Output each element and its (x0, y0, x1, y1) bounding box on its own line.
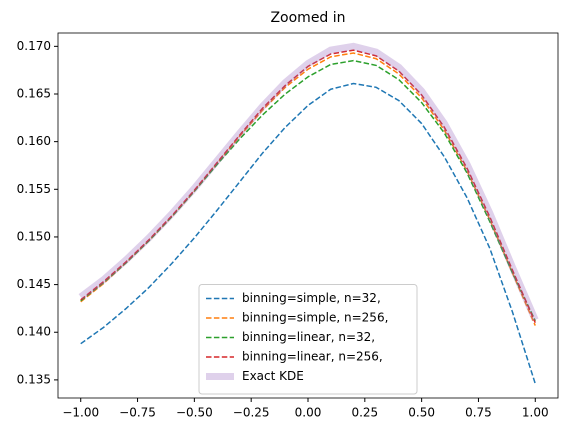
x-tick-label: −0.75 (119, 406, 156, 420)
x-tick-label: 0.50 (408, 406, 435, 420)
axes-frame (57, 32, 559, 399)
x-tick-label: −1.00 (62, 406, 99, 420)
legend-label: Exact KDE (242, 369, 304, 383)
x-tick-label: 0.25 (351, 406, 378, 420)
legend-label: binning=simple, n=32, (242, 291, 381, 305)
y-tick-label: 0.160 (17, 134, 51, 148)
series-line (80, 59, 536, 322)
series-line (80, 49, 536, 324)
legend-label: binning=simple, n=256, (242, 311, 388, 325)
x-tick-label: 0.75 (465, 406, 492, 420)
x-tick-label: 1.00 (522, 406, 549, 420)
chart-title: Zoomed in (270, 10, 345, 26)
series-line (78, 42, 539, 322)
y-tick-label: 0.150 (17, 229, 51, 243)
legend: binning=simple, n=32, binning=simple, n=2… (198, 284, 418, 395)
x-tick-label: 0.00 (295, 406, 322, 420)
y-tick-label: 0.135 (17, 372, 51, 386)
x-tick-label: −0.50 (176, 406, 213, 420)
y-tick-label: 0.155 (17, 182, 51, 196)
series-line (80, 52, 536, 326)
series-line (80, 82, 536, 384)
legend-label: binning=linear, n=32, (242, 330, 375, 344)
legend-box (198, 284, 418, 395)
y-tick-label: 0.140 (17, 325, 51, 339)
y-tick-label: 0.145 (17, 277, 51, 291)
x-tick-label: −0.25 (233, 406, 270, 420)
y-tick-label: 0.170 (17, 39, 51, 53)
y-tick-label: 0.165 (17, 86, 51, 100)
legend-label: binning=linear, n=256, (242, 350, 383, 364)
